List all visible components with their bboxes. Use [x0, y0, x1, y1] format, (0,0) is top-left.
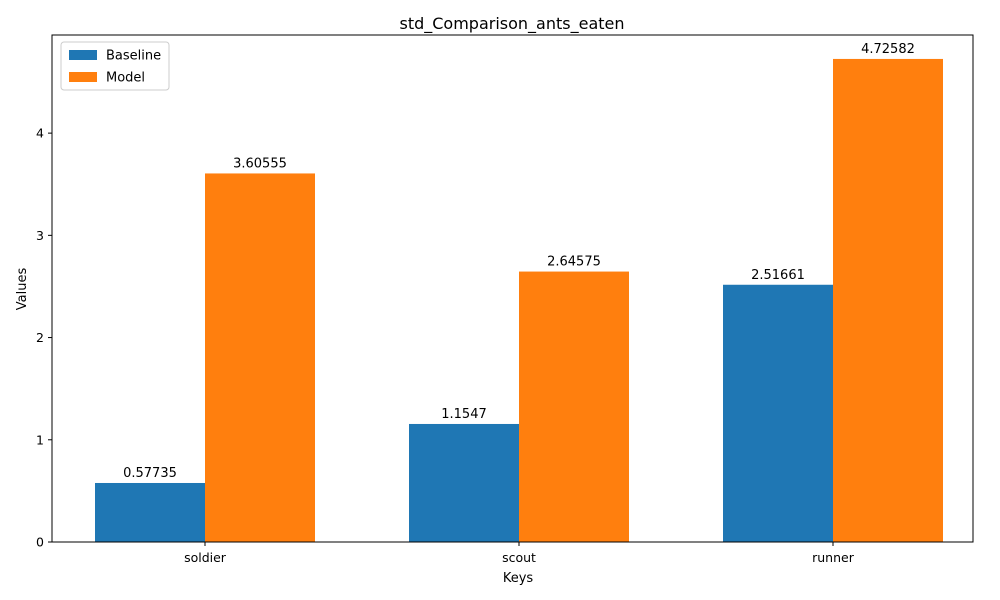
legend-swatch-model	[69, 72, 97, 82]
x-tick-label-soldier: soldier	[184, 550, 227, 565]
data-label-baseline-runner: 2.51661	[751, 268, 805, 283]
bar-baseline-soldier	[95, 482, 205, 542]
y-tick-label-1: 1	[36, 432, 44, 447]
x-tick-label-scout: scout	[502, 550, 536, 565]
y-tick-label-3: 3	[36, 228, 44, 243]
bar-model-scout	[519, 271, 629, 542]
y-tick-label-2: 2	[36, 330, 44, 345]
y-tick-label-4: 4	[36, 126, 44, 141]
data-label-model-runner: 4.72582	[861, 42, 915, 57]
chart-title: std_Comparison_ants_eaten	[399, 14, 624, 34]
bar-model-soldier	[205, 173, 315, 542]
bars-group	[95, 58, 943, 543]
x-axis-ticks: soldier scout runner	[184, 542, 855, 565]
y-tick-label-0: 0	[36, 535, 44, 550]
data-label-baseline-soldier: 0.57735	[123, 466, 177, 481]
legend-label-model: Model	[106, 71, 145, 86]
bar-baseline-scout	[409, 423, 519, 542]
legend-swatch-baseline	[69, 50, 97, 60]
y-axis-label: Values	[15, 268, 30, 311]
bar-baseline-runner	[723, 284, 833, 542]
data-labels-group: 0.57735 3.60555 1.1547 2.64575 2.51661 4.7258…	[123, 42, 915, 481]
data-label-baseline-scout: 1.1547	[441, 407, 487, 422]
data-label-model-soldier: 3.60555	[233, 156, 287, 171]
y-axis-ticks: 0 1 2 3 4	[36, 126, 52, 550]
plot-frame	[51, 34, 974, 543]
data-label-model-scout: 2.64575	[547, 255, 601, 270]
legend: Baseline Model	[60, 41, 170, 91]
bar-model-runner	[833, 58, 943, 543]
x-axis-label: Keys	[503, 571, 534, 586]
legend-label-baseline: Baseline	[106, 49, 161, 64]
x-tick-label-runner: runner	[812, 550, 855, 565]
